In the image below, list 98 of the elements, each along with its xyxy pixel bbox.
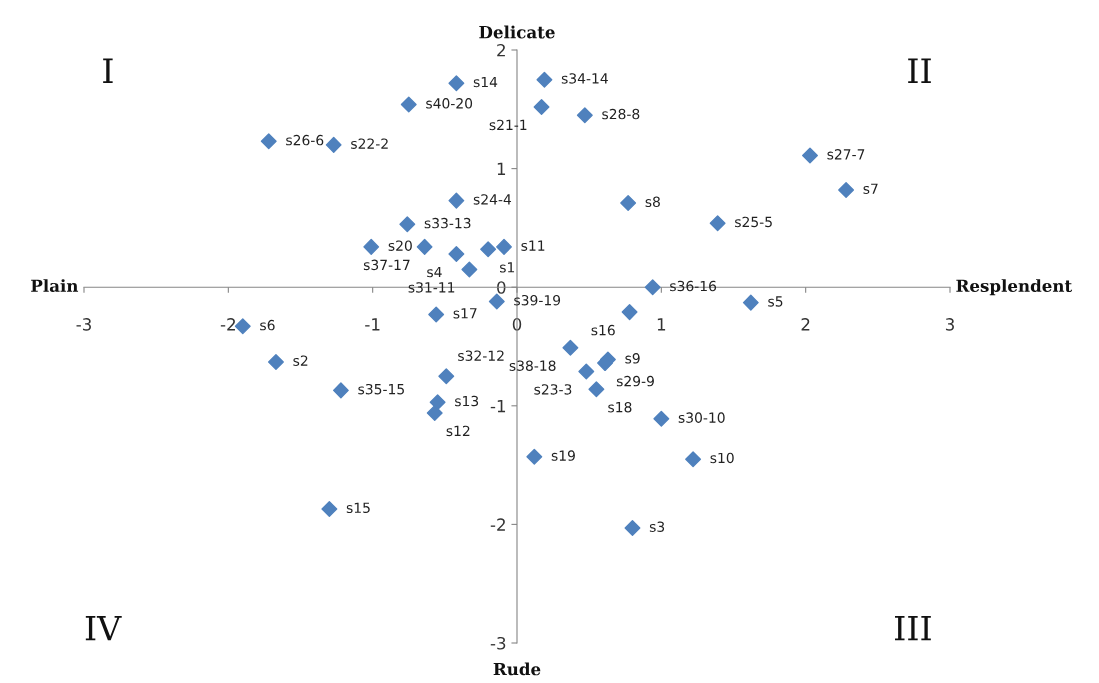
point	[578, 363, 595, 380]
y-tick-label: -2	[490, 518, 505, 531]
point	[260, 133, 277, 150]
data-label: s28-8	[602, 108, 640, 120]
point	[802, 147, 818, 164]
point	[400, 96, 417, 113]
data-label: s25-5	[735, 216, 772, 228]
data-label: s6	[260, 319, 275, 331]
point	[685, 451, 702, 468]
point	[416, 238, 433, 255]
point	[428, 306, 445, 323]
point	[533, 98, 550, 115]
data-label: s39-19	[514, 294, 561, 306]
data-label: s12	[446, 425, 470, 437]
data-label: s38-18	[509, 360, 556, 371]
point	[496, 238, 512, 255]
data-label: s30-10	[678, 412, 725, 423]
data-label: s29-9	[616, 375, 654, 387]
data-label: s27-7	[827, 149, 865, 160]
data-label: s37-17	[363, 259, 410, 271]
data-label: s17	[453, 308, 477, 319]
point	[709, 215, 726, 232]
point	[620, 195, 637, 211]
data-label: s40-20	[426, 98, 473, 109]
y-tick-label: 2	[497, 43, 505, 57]
data-label: s13	[455, 395, 479, 407]
data-label: s4	[427, 266, 442, 278]
data-label: s19	[551, 450, 575, 461]
annotation: III	[895, 616, 931, 641]
data-label: s36-16	[670, 280, 717, 292]
data-label: s26-6	[286, 134, 324, 146]
point	[562, 339, 579, 356]
data-label: s22-2	[351, 138, 388, 149]
x-tick-label: -1	[365, 318, 380, 331]
point	[448, 192, 465, 209]
x-tick-label: 0	[512, 318, 522, 331]
data-label: s34-14	[561, 73, 608, 84]
point	[653, 410, 670, 427]
point	[742, 294, 759, 311]
point	[448, 75, 465, 92]
point	[461, 261, 478, 278]
data-label: s14	[473, 76, 498, 88]
data-label: s35-15	[358, 383, 404, 395]
data-label: s11	[521, 240, 545, 251]
x-tick-label: 3	[945, 318, 954, 331]
point	[363, 238, 380, 255]
annotation: II	[908, 58, 931, 83]
y-tick-label: -3	[490, 636, 506, 650]
data-label: s24-4	[473, 194, 512, 205]
point	[332, 382, 349, 399]
point	[426, 404, 443, 421]
text: Plain	[31, 279, 79, 293]
data-label: s23-3	[534, 384, 572, 395]
data-label: s8	[645, 196, 660, 208]
point	[576, 107, 593, 124]
data-label: s1	[500, 262, 515, 273]
point	[536, 71, 553, 88]
point	[480, 241, 497, 258]
text: Delicate	[479, 25, 555, 39]
point	[624, 519, 641, 536]
x-tick-label: 1	[657, 318, 666, 331]
point	[488, 293, 505, 310]
data-label: s32-12	[458, 350, 504, 361]
y-tick-label: -1	[490, 399, 506, 413]
data-label: s7	[863, 183, 878, 194]
point	[438, 368, 455, 385]
x-tick-label: 2	[801, 318, 810, 331]
data-label: s18	[608, 401, 632, 413]
point	[838, 181, 855, 198]
point	[325, 136, 342, 153]
point	[526, 448, 543, 465]
data-label: s33-13	[424, 217, 471, 229]
data-label: s3	[649, 521, 665, 532]
text: Rude	[493, 662, 541, 676]
data-label: s16	[591, 324, 615, 336]
data-label: s5	[768, 296, 783, 307]
point	[267, 353, 284, 370]
text: Resplendent	[956, 279, 1073, 296]
point	[399, 216, 416, 233]
y-tick-label: 0	[497, 281, 506, 294]
data-label: s10	[710, 452, 734, 464]
data-label: s20	[388, 240, 412, 251]
data-label: s31-11	[408, 282, 455, 293]
x-tick-label: -3	[76, 318, 91, 331]
annotation: I	[103, 58, 113, 83]
point	[588, 381, 605, 398]
point	[448, 246, 465, 262]
x-tick-label: -2	[220, 318, 235, 331]
point	[621, 304, 638, 321]
data-label: s21-1	[489, 119, 527, 131]
data-label: s15	[346, 502, 370, 514]
point	[644, 279, 661, 296]
data-label: s9	[625, 353, 640, 364]
y-tick-label: 1	[497, 162, 506, 175]
data-label: s2	[293, 355, 308, 366]
point	[321, 501, 338, 517]
point	[234, 318, 251, 335]
annotation: IV	[85, 616, 122, 641]
